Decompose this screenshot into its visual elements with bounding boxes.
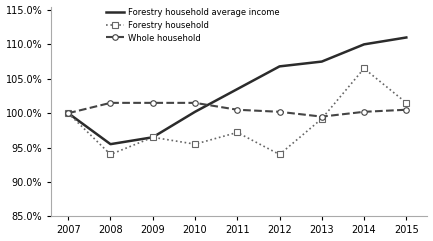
Whole household xyxy=(404,108,409,111)
Forestry household xyxy=(108,153,113,156)
Forestry household xyxy=(66,112,71,115)
Forestry household xyxy=(404,101,409,104)
Forestry household xyxy=(277,153,282,156)
Legend: Forestry household average income, Forestry household, Whole household: Forestry household average income, Fores… xyxy=(104,7,281,44)
Whole household xyxy=(235,108,240,111)
Forestry household average income xyxy=(108,143,113,146)
Forestry household xyxy=(150,136,155,139)
Whole household xyxy=(319,115,324,118)
Whole household xyxy=(66,112,71,115)
Forestry household average income xyxy=(277,65,282,68)
Forestry household xyxy=(235,131,240,134)
Forestry household xyxy=(362,67,367,70)
Whole household xyxy=(150,101,155,104)
Whole household xyxy=(277,110,282,113)
Line: Whole household: Whole household xyxy=(65,100,409,119)
Line: Forestry household: Forestry household xyxy=(65,66,409,157)
Forestry household average income xyxy=(235,88,240,91)
Forestry household average income xyxy=(404,36,409,39)
Whole household xyxy=(108,101,113,104)
Forestry household average income xyxy=(66,112,71,115)
Forestry household xyxy=(319,117,324,120)
Forestry household average income xyxy=(150,136,155,139)
Forestry household xyxy=(192,143,197,146)
Whole household xyxy=(362,110,367,113)
Whole household xyxy=(192,101,197,104)
Forestry household average income xyxy=(192,110,197,113)
Line: Forestry household average income: Forestry household average income xyxy=(68,38,406,144)
Forestry household average income xyxy=(319,60,324,63)
Forestry household average income xyxy=(362,43,367,46)
